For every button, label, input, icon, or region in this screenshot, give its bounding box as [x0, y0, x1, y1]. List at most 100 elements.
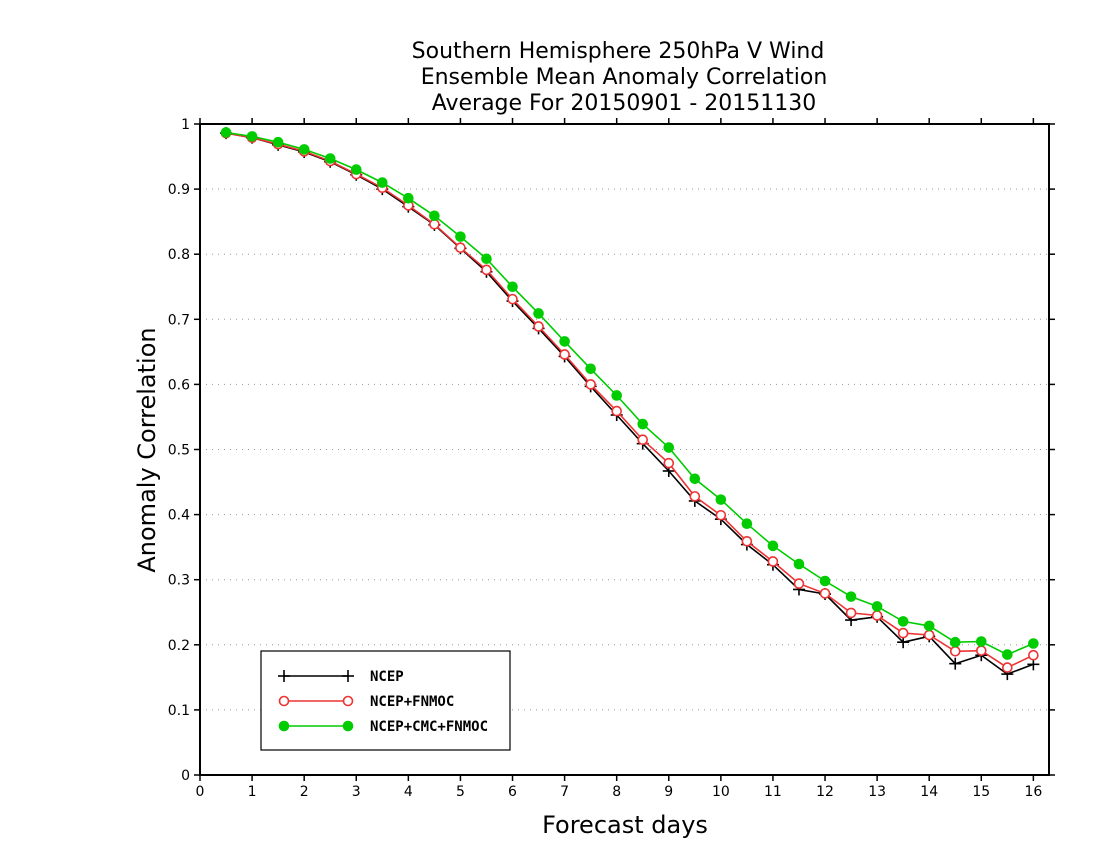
series-1-point-22: [793, 578, 805, 589]
series-2-point-29: [975, 636, 987, 647]
x-tick-label-9: 9: [664, 784, 673, 800]
legend-marker-start-0: [278, 670, 290, 682]
y-tick-label-10: 1: [181, 117, 190, 133]
series-0: [220, 127, 1040, 681]
series-1-point-18: [689, 491, 701, 502]
series-1-point-11: [507, 293, 518, 305]
y-tick-label-3: 0.3: [168, 573, 190, 589]
series-2-point-21: [767, 540, 779, 552]
x-tick-label-14: 14: [920, 784, 938, 800]
series-1-point-16: [637, 434, 649, 446]
series-2-point-19: [715, 494, 727, 505]
series-1-point-12: [533, 321, 544, 332]
series-2-point-3: [298, 144, 310, 155]
series-1: [220, 127, 1039, 673]
series-1-point-30: [1002, 662, 1013, 673]
x-tick-label-13: 13: [868, 784, 886, 800]
x-tick-label-6: 6: [508, 784, 517, 800]
legend-marker-end-1: [342, 695, 354, 707]
series-2-point-28: [949, 636, 961, 648]
series-2-point-15: [611, 390, 622, 401]
series-1-point-15: [611, 405, 622, 417]
series-2-point-18: [689, 473, 701, 485]
series-1-point-29: [975, 645, 987, 656]
series-2-point-5: [350, 164, 362, 175]
x-tick-label-11: 11: [764, 784, 782, 800]
x-tick-label-0: 0: [196, 784, 205, 800]
series-2-point-24: [845, 591, 857, 602]
series-2-point-12: [533, 308, 544, 319]
y-tick-label-7: 0.7: [168, 312, 190, 328]
x-tick-label-2: 2: [300, 784, 309, 800]
series-2-point-25: [871, 601, 883, 612]
title-line-2: Ensemble Mean Anomaly Correlation: [421, 65, 828, 90]
legend-label-1: NCEP+FNMOC: [370, 694, 454, 710]
axes: 00.10.20.30.40.50.60.70.80.910 1 2 3 4 5 6 7 8 9 1…: [133, 117, 1055, 839]
series-1-point-24: [845, 607, 857, 619]
title-line-3: Average For 20150901 - 20151130: [432, 91, 817, 116]
series-2: [220, 127, 1039, 660]
series-2-point-14: [585, 363, 596, 375]
series-2-point-16: [637, 418, 649, 430]
series-1-point-13: [559, 349, 570, 360]
series-1-point-9: [455, 242, 466, 253]
x-tick-label-12: 12: [816, 784, 834, 800]
series-1-point-17: [663, 457, 675, 469]
x-tick-label-4: 4: [404, 784, 413, 800]
series-2-point-8: [429, 210, 440, 222]
series-2-point-0: [220, 127, 232, 138]
series-1-point-31: [1028, 649, 1039, 661]
legend-marker-end-0: [342, 670, 354, 682]
x-axis-label: Forecast days: [542, 811, 708, 839]
series-2-point-1: [246, 131, 258, 142]
series-1-point-25: [871, 610, 883, 621]
y-tick-label-4: 0.4: [168, 508, 190, 524]
series-2-point-17: [663, 442, 675, 453]
series-1-point-28: [949, 646, 961, 657]
series-line-1: [225, 132, 1034, 669]
x-tick-label-16: 16: [1024, 784, 1042, 800]
series-1-point-14: [585, 379, 596, 390]
legend-marker-start-2: [278, 720, 290, 732]
series-2-point-7: [403, 192, 414, 204]
series-2-point-27: [923, 620, 935, 632]
series-0-point-28: [949, 657, 962, 670]
series-2-point-10: [481, 253, 492, 265]
series-2-point-13: [559, 336, 570, 347]
series-1-point-20: [741, 535, 753, 547]
y-tick-label-6: 0.6: [168, 377, 190, 393]
x-tick-label-1: 1: [248, 784, 257, 800]
series-line-2: [225, 131, 1034, 656]
series-1-point-19: [715, 509, 727, 521]
series-1-point-26: [897, 627, 909, 639]
series-2-point-11: [507, 281, 518, 293]
series-2-point-20: [741, 518, 753, 530]
y-axis-label: Anomaly Correlation: [133, 327, 161, 572]
series-2-point-30: [1002, 649, 1013, 660]
series-2-point-9: [455, 231, 466, 242]
series-1-point-21: [767, 556, 779, 567]
x-tick-label-8: 8: [612, 784, 621, 800]
series-line-0: [225, 132, 1034, 676]
series-2-point-31: [1028, 638, 1039, 649]
y-tick-label-8: 0.8: [168, 247, 190, 263]
title-line-1: Southern Hemisphere 250hPa V Wind: [412, 39, 825, 64]
chart-title: Southern Hemisphere 250hPa V WindEnsembl…: [412, 39, 828, 116]
series-layer: [220, 127, 1040, 681]
series-2-point-22: [793, 558, 805, 570]
series-2-point-2: [272, 136, 284, 148]
series-2-point-6: [377, 177, 388, 188]
series-2-point-4: [324, 153, 336, 164]
y-tick-label-5: 0.5: [168, 443, 190, 459]
legend-label-0: NCEP: [370, 669, 404, 685]
series-1-point-23: [819, 588, 831, 599]
series-1-point-10: [481, 264, 492, 276]
x-tick-label-5: 5: [456, 784, 465, 800]
y-tick-label-0: 0: [181, 768, 190, 784]
x-tick-label-3: 3: [352, 784, 361, 800]
legend-label-2: NCEP+CMC+FNMOC: [370, 719, 488, 735]
y-tick-label-2: 0.2: [168, 638, 190, 654]
y-tick-label-1: 0.1: [168, 703, 190, 719]
x-tick-label-15: 15: [972, 784, 990, 800]
